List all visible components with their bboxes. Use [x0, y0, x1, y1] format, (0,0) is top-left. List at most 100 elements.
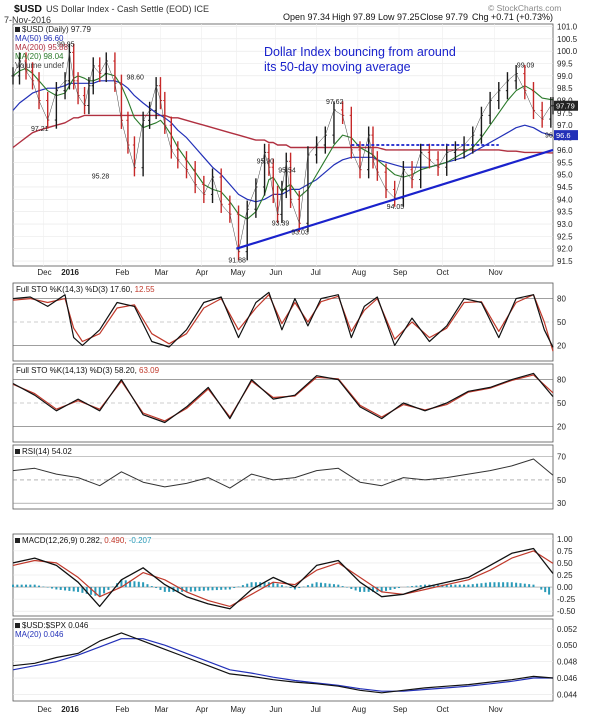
sto2-legend: Full STO %K(14,13) %D(3) 58.20, 63.09 [16, 366, 160, 375]
rsi-legend: RSI(14) 54.02 [15, 447, 72, 456]
macd-histogram-bar [25, 584, 28, 588]
macd-histogram-bar [272, 582, 275, 588]
macd-tick-label: -0.25 [557, 595, 576, 604]
macd-histogram-bar [103, 587, 106, 594]
macd-histogram-bar [463, 584, 466, 588]
macd-legend: MACD(12,26,9) 0.282, 0.490, -0.207 [15, 536, 152, 545]
price-y-tick-label: 99.5 [557, 60, 573, 69]
watermark: © StockCharts.com [488, 3, 561, 13]
low-value: Low 97.25 [378, 12, 420, 22]
x-axis-label-bottom: Nov [488, 705, 502, 714]
x-axis-label-bottom: Feb [115, 705, 129, 714]
macd-histogram-bar [532, 584, 535, 588]
macd-histogram-bar [337, 584, 340, 588]
x-axis-label-top: Aug [352, 268, 366, 277]
macd-histogram-bar [220, 587, 223, 590]
ratio-legend: $USD:$SPX 0.046 MA(20) 0.046 [15, 621, 89, 639]
sto2-legend-main: Full STO %K(14,13) %D(3) 58.20, [16, 366, 137, 375]
macd-histogram-bar [437, 584, 440, 588]
macd-histogram-bar [224, 587, 227, 590]
macd-legend-swatch [15, 538, 20, 543]
macd-histogram-bar [497, 582, 500, 588]
macd-histogram-bar [163, 587, 166, 592]
macd-histogram-bar [298, 587, 301, 589]
price-y-tick-label: 95.0 [557, 171, 573, 180]
ratio-tick-label: 0.050 [557, 641, 578, 650]
price-y-tick-label: 92.0 [557, 245, 573, 254]
macd-histogram-bar [20, 584, 23, 588]
macd-line [12, 547, 554, 610]
x-axis-label-bottom: Mar [154, 705, 168, 714]
macd-histogram-bar [548, 587, 551, 595]
macd-histogram-bar [354, 587, 357, 591]
x-axis-label-top: Apr [196, 268, 209, 277]
price-data-label: 99.09 [517, 63, 535, 70]
price-data-label: 97.21 [31, 126, 49, 133]
macd-histogram-bar [72, 587, 75, 592]
macd-tick-label: -0.50 [557, 607, 576, 616]
x-axis-label-top: Nov [488, 268, 502, 277]
macd-histogram-bar [454, 584, 457, 588]
macd-histogram-bar [367, 587, 370, 592]
macd-histogram-bar [519, 583, 522, 588]
price-y-tick-label: 92.5 [557, 232, 573, 241]
macd-histogram-bar [38, 585, 41, 588]
macd-histogram-bar [450, 584, 453, 588]
rsi-tick-label: 70 [557, 453, 566, 462]
macd-histogram-bar [263, 582, 266, 588]
sto2-tick-label: 20 [557, 422, 566, 431]
sto1-legend: Full STO %K(14,3) %D(3) 17.60, 12.55 [16, 285, 155, 294]
macd-histogram-bar [198, 587, 201, 592]
macd-histogram-bar [85, 587, 88, 594]
x-axis-label-top: Sep [393, 268, 408, 277]
rsi-line [12, 458, 554, 489]
macd-histogram-bar [332, 584, 335, 588]
macd-histogram-bar [489, 582, 492, 588]
macd-histogram-bar [68, 587, 71, 591]
macd-histogram-bar [467, 584, 470, 588]
price-y-tick-label: 91.5 [557, 257, 573, 266]
price-y-tick-label: 99.0 [557, 72, 573, 81]
macd-histogram-bar [12, 584, 14, 588]
price-data-label: 95.54 [278, 167, 296, 174]
macd-histogram-bar [432, 584, 435, 588]
x-axis-label-top: Jul [311, 268, 321, 277]
ratio-tick-label: 0.044 [557, 690, 578, 699]
macd-histogram-bar [398, 587, 401, 589]
macd-histogram-bar [107, 587, 110, 590]
legend-ma20: MA(20) 98.04 [15, 52, 64, 61]
ma20-line [12, 67, 553, 220]
sto1-legend-main: Full STO %K(14,3) %D(3) 17.60, [16, 285, 132, 294]
macd-histogram-bar [350, 587, 353, 589]
macd-histogram-bar [476, 583, 479, 588]
macd-histogram-bar [129, 580, 132, 588]
ratio-panel [12, 618, 554, 702]
macd-legend-text: MACD(12,26,9) 0.282, 0.490, -0.207 [22, 536, 152, 545]
macd-histogram-bar [471, 584, 474, 588]
price-data-label: 96.94 [545, 133, 563, 140]
x-axis-label-bottom: 2016 [61, 705, 79, 714]
x-axis-label-top: May [230, 268, 245, 277]
price-data-label: 95.90 [257, 158, 275, 165]
price-data-label: 91.88 [228, 258, 246, 265]
macd-histogram-bar [328, 583, 331, 588]
price-data-label: 94.05 [387, 204, 405, 211]
x-axis-label-top: 2016 [61, 268, 79, 277]
rsi-tick-label: 50 [557, 476, 566, 485]
macd-histogram-bar [155, 587, 158, 589]
macd-tick-label: 0.50 [557, 559, 573, 568]
macd-histogram-bar [176, 587, 179, 592]
x-axis-label-top: Jun [269, 268, 282, 277]
price-panel [12, 23, 554, 267]
legend-ma50: MA(50) 96.60 [15, 34, 64, 43]
sto1-k-line [12, 291, 554, 348]
sto1-tick-label: 20 [557, 341, 566, 350]
price-y-tick-label: 97.5 [557, 109, 573, 118]
macd-histogram-bar [480, 583, 483, 588]
macd-histogram-bar [341, 586, 344, 588]
macd-histogram-bar [51, 587, 54, 589]
macd-histogram-bar [515, 582, 518, 588]
sto2-legend-d: 63.09 [139, 366, 160, 375]
ratio-ma-line [12, 638, 553, 692]
